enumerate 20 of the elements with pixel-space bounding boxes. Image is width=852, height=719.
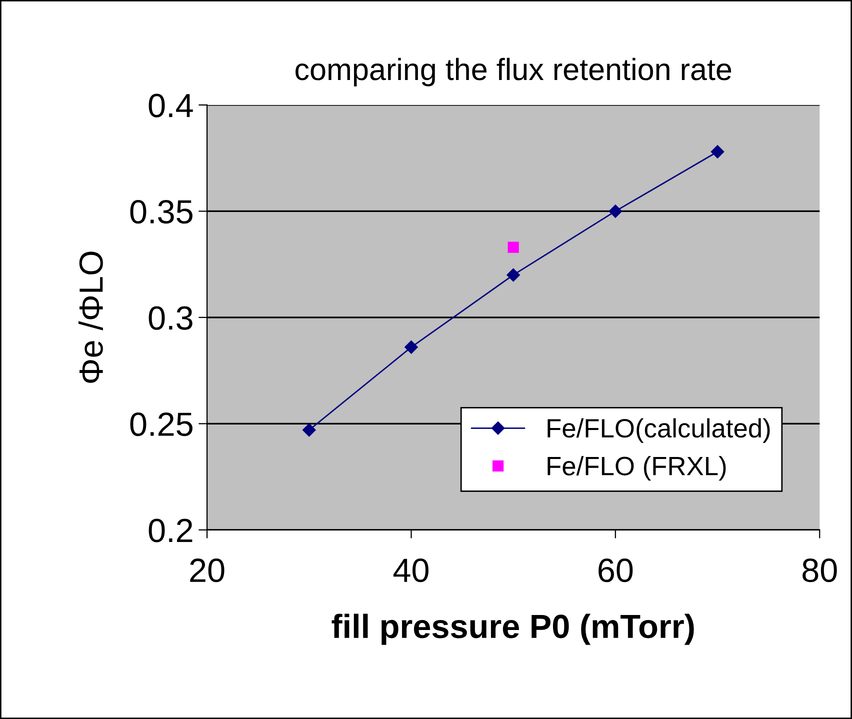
y-axis-title: Φe /ΦLO bbox=[78, 252, 103, 383]
point bbox=[608, 204, 622, 218]
x-tick-label: 40 bbox=[393, 558, 428, 582]
y-tick-label: 0.25 bbox=[130, 412, 192, 436]
y-tick-label: 0.4 bbox=[148, 94, 193, 118]
x-axis-title: fill pressure P0 (mTorr) bbox=[332, 614, 694, 645]
legend-label: Fe/FLO(calculated) bbox=[548, 418, 770, 443]
point bbox=[710, 145, 724, 158]
y-tick-label: 0.2 bbox=[148, 518, 192, 542]
point bbox=[508, 242, 519, 253]
point bbox=[506, 268, 520, 282]
x-tick-label: 80 bbox=[802, 558, 837, 582]
y-tick-label: 0.35 bbox=[130, 200, 192, 224]
chart-title: comparing the flux retention rate bbox=[296, 58, 732, 86]
point bbox=[404, 340, 418, 354]
x-tick-label: 60 bbox=[598, 558, 633, 582]
legend-label: Fe/FLO (FRXL) bbox=[548, 456, 726, 481]
y-tick-label: 0.3 bbox=[148, 306, 192, 330]
point bbox=[302, 423, 316, 437]
x-tick-label: 20 bbox=[190, 558, 224, 582]
